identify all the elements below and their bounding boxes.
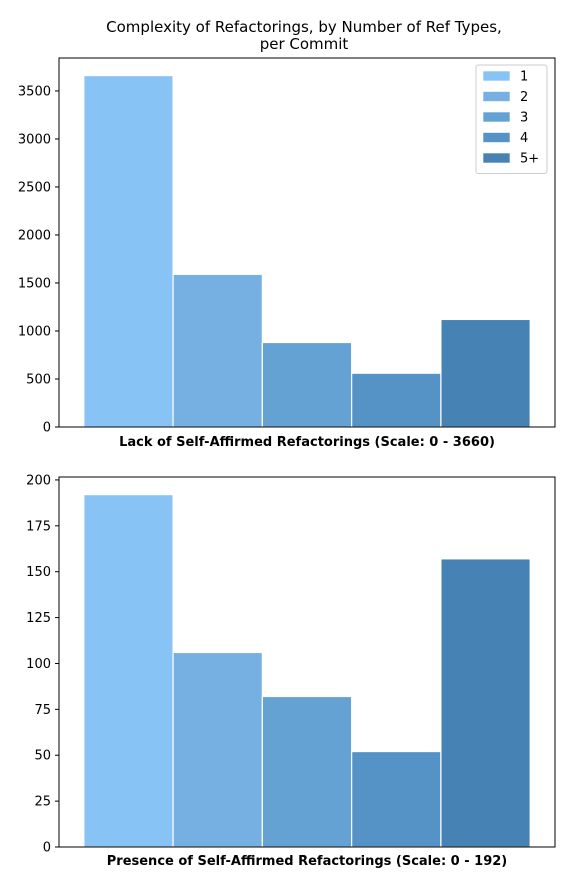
legend-label-5plus: 5+ [520, 152, 539, 167]
top-bar-1 [83, 74, 174, 428]
top-axes-frame [58, 57, 556, 428]
legend-swatch-3 [482, 111, 511, 123]
top-bar-4 [351, 372, 442, 428]
bottom-ytick-label: 0 [43, 841, 51, 856]
bottom-bar-1 [83, 494, 174, 848]
legend-label-1: 1 [520, 70, 528, 85]
top-ytick-label: 0 [43, 421, 51, 436]
bottom-panel: 0 25 50 75 100 125 150 175 200 [26, 473, 556, 856]
bottom-bar-5plus [440, 558, 531, 848]
legend-swatch-2 [482, 91, 511, 102]
top-ytick-label: 1000 [18, 324, 51, 339]
figure-title-line1: Complexity of Refactorings, by Number of… [106, 18, 502, 36]
top-panel-xlabel: Lack of Self-Affirmed Refactorings (Scal… [119, 435, 495, 450]
top-bar-5plus [440, 318, 531, 428]
bottom-bar-3 [261, 695, 353, 848]
top-ytick-label: 2000 [18, 228, 51, 243]
top-panel: 0 500 1000 1500 2000 2500 3000 3500 [18, 57, 556, 436]
legend-label-2: 2 [520, 90, 528, 105]
top-ytick-label: 500 [26, 372, 51, 387]
bottom-ytick-label: 125 [26, 611, 51, 626]
bottom-ytick-label: 25 [34, 795, 51, 810]
legend-swatch-5plus [482, 152, 511, 164]
bottom-ytick-label: 75 [34, 703, 51, 718]
legend-swatch-1 [482, 70, 511, 82]
bottom-ytick-label: 50 [34, 749, 51, 764]
top-ytick-label: 2500 [18, 180, 51, 195]
bottom-bar-4 [351, 750, 442, 848]
top-bar-3 [261, 341, 353, 428]
bottom-ytick-label: 200 [26, 473, 51, 488]
top-ytick-label: 3500 [18, 84, 51, 99]
bottom-ytick-label: 100 [26, 657, 51, 672]
figure-title-line2: per Commit [260, 35, 349, 53]
bottom-ytick-label: 175 [26, 519, 51, 534]
bottom-panel-xlabel: Presence of Self-Affirmed Refactorings (… [107, 854, 508, 869]
legend-label-4: 4 [520, 131, 528, 146]
legend-swatch-4 [482, 132, 511, 143]
top-ytick-label: 1500 [18, 276, 51, 291]
bottom-ytick-label: 150 [26, 565, 51, 580]
bottom-axes-frame [58, 476, 556, 848]
legend-label-3: 3 [520, 111, 528, 126]
top-bar-2 [172, 273, 263, 428]
top-ytick-label: 3000 [18, 132, 51, 147]
legend: 1 2 3 4 5+ [475, 64, 548, 174]
bottom-bar-2 [172, 651, 263, 848]
